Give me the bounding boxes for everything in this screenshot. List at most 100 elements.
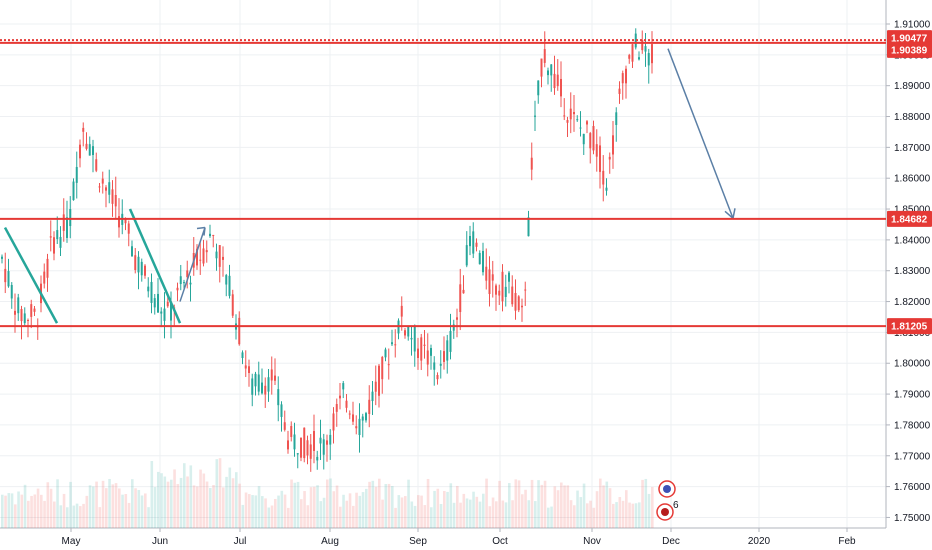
volume-bar [300, 499, 303, 528]
candle [599, 145, 601, 172]
candle [244, 365, 247, 369]
volume-bar [280, 490, 284, 528]
volume-bar [553, 486, 557, 528]
volume-bar [137, 490, 141, 528]
volume-bar [101, 480, 105, 528]
volume-bar [469, 499, 472, 528]
candle [319, 437, 322, 444]
volume-bar [183, 463, 186, 528]
volume-bar [504, 502, 508, 528]
candle [605, 187, 608, 191]
candle [560, 78, 562, 97]
volume-bar [459, 502, 462, 528]
candle [521, 305, 523, 308]
volume-bar [475, 496, 479, 528]
candle [534, 115, 536, 117]
candle [140, 261, 143, 276]
volume-bar [7, 493, 11, 528]
candle [368, 399, 371, 414]
candle [644, 46, 647, 52]
candle [488, 269, 491, 295]
volume-bar [30, 495, 33, 528]
candle [508, 272, 510, 282]
candle [342, 383, 345, 390]
volume-bar [478, 501, 482, 528]
volume-bar [218, 458, 222, 528]
x-tick-label: Aug [321, 536, 339, 547]
price-tag-label: 1.90389 [891, 45, 928, 56]
candle [118, 216, 120, 228]
volume-bar [556, 490, 560, 528]
volume-bar [348, 493, 352, 528]
candle [157, 293, 159, 313]
candle [452, 324, 455, 331]
volume-bar [638, 502, 641, 528]
volume-bar [501, 500, 505, 528]
projection-arrow [179, 227, 206, 302]
candle [345, 400, 348, 408]
candle [274, 375, 276, 381]
candle [478, 252, 481, 265]
volume-bar [345, 500, 349, 528]
volume-bar [231, 478, 235, 528]
volume-bar [488, 506, 492, 528]
volume-bar [192, 485, 196, 528]
volume-bar [225, 476, 228, 528]
candle [391, 342, 393, 345]
volume-bar [196, 486, 199, 528]
volume-bar [371, 480, 375, 528]
volume-bar [576, 490, 579, 528]
candle [251, 378, 254, 395]
candle [322, 439, 325, 455]
candle [407, 326, 410, 337]
candle [576, 119, 579, 121]
volume-bar [368, 481, 371, 528]
candle [482, 250, 484, 273]
candle [634, 33, 637, 48]
candle [410, 337, 413, 340]
trendline [128, 208, 182, 324]
candle [196, 248, 198, 266]
candle [92, 146, 94, 156]
volume-bar [79, 506, 82, 528]
candle [254, 373, 257, 387]
candle [283, 422, 286, 430]
candle [231, 294, 234, 316]
volume-bar [625, 490, 628, 528]
volume-bar [147, 507, 150, 528]
volume-bar [293, 482, 297, 528]
candle [150, 281, 153, 303]
volume-bar [339, 506, 342, 528]
volume-bar [586, 503, 589, 528]
y-tick-label: 1.89000 [894, 81, 931, 92]
candle [553, 73, 556, 89]
volume-bar [290, 479, 293, 528]
volume-bar [355, 492, 358, 528]
candle [628, 55, 631, 59]
volume-bar [270, 505, 274, 528]
volume-bar [517, 480, 521, 528]
candle [556, 74, 559, 87]
candle [426, 350, 429, 365]
y-tick-label: 1.91000 [894, 20, 931, 31]
candle [166, 301, 169, 307]
volume-bar [361, 492, 365, 528]
volume-bar [215, 459, 219, 528]
candle [540, 58, 543, 77]
candle [651, 44, 653, 64]
candle [101, 178, 104, 184]
candle [20, 309, 23, 322]
candle [404, 330, 406, 336]
volume-bar [248, 494, 251, 528]
volume-bar [251, 495, 254, 528]
volume-bar [365, 488, 368, 528]
candle [56, 230, 59, 240]
price-tag-label: 1.84682 [891, 214, 928, 225]
candle [332, 413, 335, 431]
volume-bar [228, 467, 232, 528]
candle [170, 302, 172, 321]
volume-bar [14, 504, 17, 528]
candle [17, 297, 20, 314]
